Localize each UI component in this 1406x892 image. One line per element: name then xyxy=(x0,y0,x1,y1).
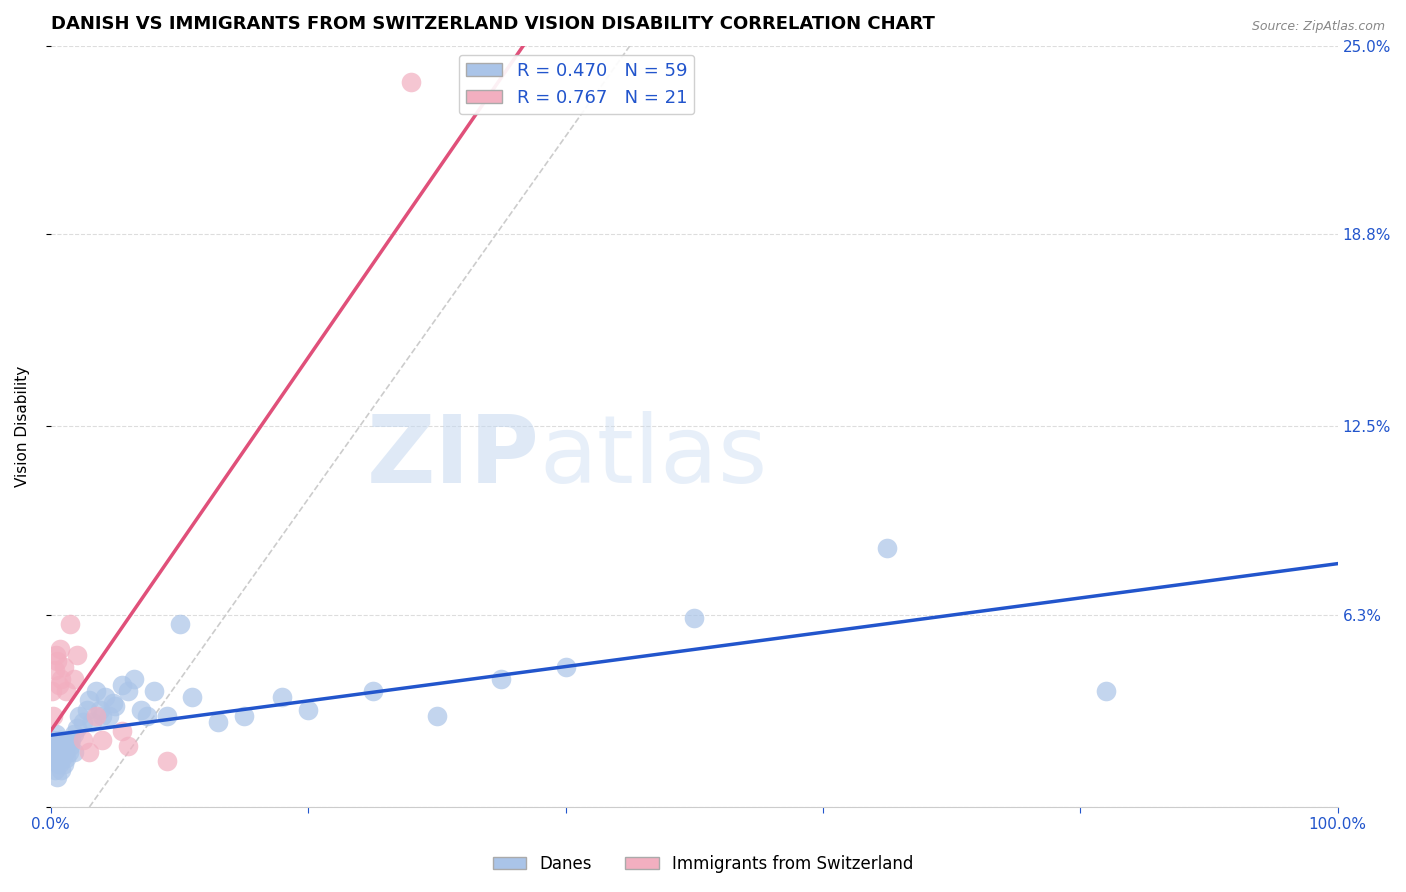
Text: Source: ZipAtlas.com: Source: ZipAtlas.com xyxy=(1251,20,1385,33)
Text: DANISH VS IMMIGRANTS FROM SWITZERLAND VISION DISABILITY CORRELATION CHART: DANISH VS IMMIGRANTS FROM SWITZERLAND VI… xyxy=(51,15,935,33)
Point xyxy=(53,745,76,759)
Point xyxy=(52,660,75,674)
Point xyxy=(97,708,120,723)
Point xyxy=(129,702,152,716)
Point xyxy=(51,751,73,765)
Point xyxy=(169,617,191,632)
Point xyxy=(1095,684,1118,698)
Point xyxy=(399,75,422,89)
Point xyxy=(49,733,72,747)
Point xyxy=(104,699,127,714)
Point xyxy=(72,714,94,729)
Point xyxy=(45,751,67,765)
Point xyxy=(58,745,80,759)
Point xyxy=(48,739,70,753)
Point xyxy=(42,708,65,723)
Point xyxy=(63,727,86,741)
Point xyxy=(361,684,384,698)
Point xyxy=(59,739,82,753)
Legend: Danes, Immigrants from Switzerland: Danes, Immigrants from Switzerland xyxy=(486,848,920,880)
Point xyxy=(49,641,72,656)
Point xyxy=(181,690,204,705)
Point xyxy=(91,733,114,747)
Point xyxy=(63,672,86,686)
Point xyxy=(46,745,69,759)
Point xyxy=(89,702,111,716)
Point xyxy=(79,693,101,707)
Point xyxy=(56,733,79,747)
Point xyxy=(80,714,103,729)
Point xyxy=(297,702,319,716)
Point xyxy=(84,684,107,698)
Point xyxy=(44,739,66,753)
Point xyxy=(42,733,65,747)
Point xyxy=(45,648,67,662)
Point xyxy=(876,541,898,556)
Point xyxy=(72,733,94,747)
Point xyxy=(42,754,65,768)
Point xyxy=(48,678,70,692)
Point xyxy=(84,708,107,723)
Point xyxy=(156,708,179,723)
Point xyxy=(67,708,90,723)
Legend: R = 0.470   N = 59, R = 0.767   N = 21: R = 0.470 N = 59, R = 0.767 N = 21 xyxy=(458,54,695,114)
Point xyxy=(45,727,67,741)
Point xyxy=(49,672,72,686)
Point xyxy=(44,764,66,778)
Point xyxy=(41,745,63,759)
Point xyxy=(110,678,132,692)
Point xyxy=(65,648,87,662)
Point xyxy=(554,660,576,674)
Point xyxy=(52,739,75,753)
Point xyxy=(101,697,124,711)
Point xyxy=(142,684,165,698)
Point xyxy=(232,708,254,723)
Point xyxy=(426,708,449,723)
Point xyxy=(117,739,139,753)
Point xyxy=(207,714,229,729)
Point xyxy=(44,663,66,677)
Point xyxy=(683,611,706,625)
Text: atlas: atlas xyxy=(540,411,768,503)
Y-axis label: Vision Disability: Vision Disability xyxy=(15,366,30,487)
Point xyxy=(60,733,83,747)
Point xyxy=(76,702,98,716)
Point xyxy=(52,757,75,772)
Point xyxy=(49,751,72,765)
Point xyxy=(55,684,77,698)
Point xyxy=(46,770,69,784)
Point xyxy=(156,754,179,768)
Point xyxy=(136,708,159,723)
Point xyxy=(46,654,69,668)
Point xyxy=(48,757,70,772)
Point xyxy=(94,690,117,705)
Point xyxy=(41,684,63,698)
Point xyxy=(91,708,114,723)
Point xyxy=(491,672,513,686)
Point xyxy=(117,684,139,698)
Point xyxy=(49,764,72,778)
Point xyxy=(271,690,294,705)
Point xyxy=(79,745,101,759)
Point xyxy=(65,721,87,735)
Text: ZIP: ZIP xyxy=(367,411,540,503)
Point xyxy=(49,745,72,759)
Point xyxy=(63,745,86,759)
Point xyxy=(59,617,82,632)
Point xyxy=(110,723,132,738)
Point xyxy=(124,672,146,686)
Point xyxy=(55,751,77,765)
